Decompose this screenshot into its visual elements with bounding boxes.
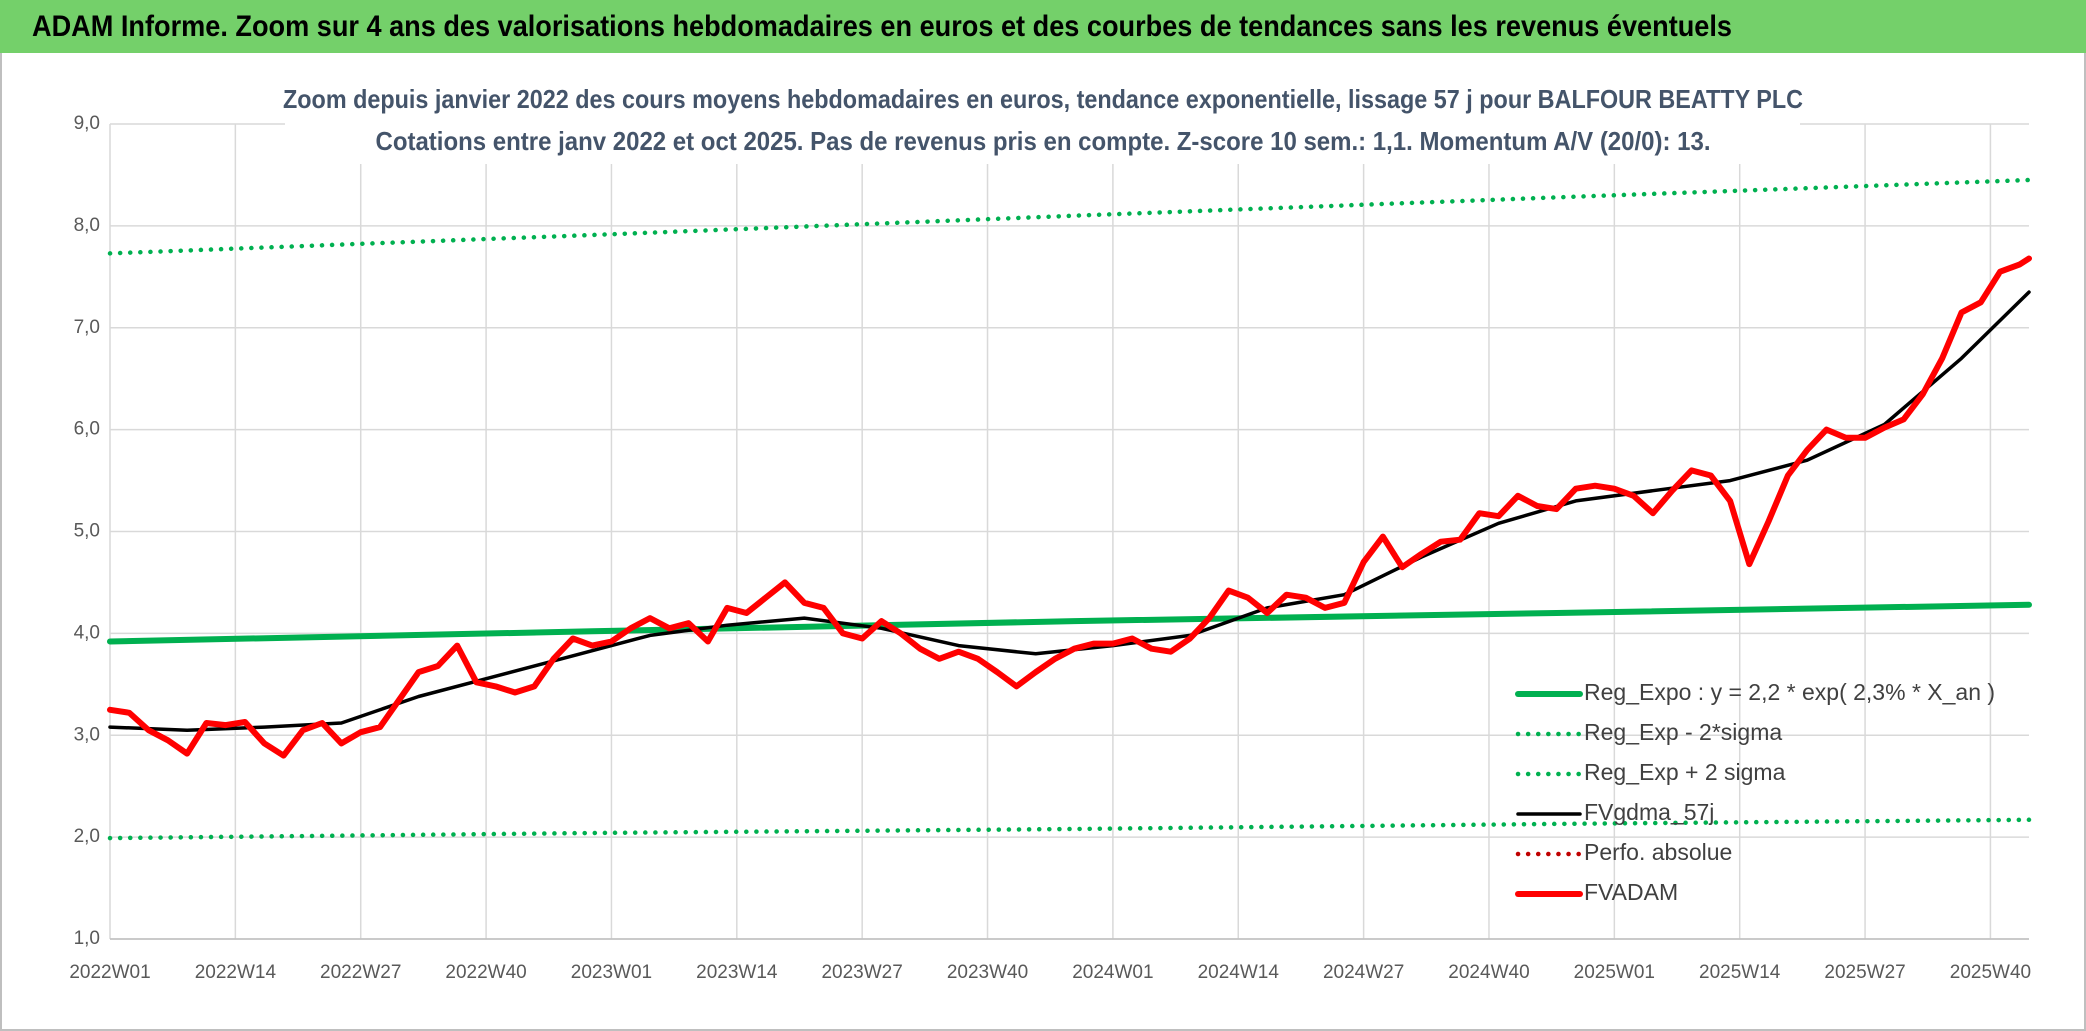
series-line (107, 601, 2032, 645)
chart-subtitle: Cotations entre janv 2022 et oct 2025. P… (376, 126, 1711, 156)
legend-label: FVgdma_57j (1584, 799, 1714, 825)
legend-label: Perfo. absolue (1584, 839, 1732, 865)
x-tick-label: 2023W14 (696, 962, 778, 983)
series-line (107, 255, 2032, 759)
x-tick-label: 2024W01 (1072, 962, 1153, 983)
chart-subtitle: Zoom depuis janvier 2022 des cours moyen… (283, 84, 1803, 114)
series-line (107, 177, 2032, 256)
y-tick-label: 3,0 (74, 724, 100, 745)
chart-title: ADAM Informe. Zoom sur 4 ans des valoris… (32, 10, 1732, 43)
x-tick-label: 2025W40 (1950, 962, 2031, 983)
y-tick-label: 8,0 (74, 215, 100, 236)
y-tick-label: 1,0 (74, 928, 100, 949)
x-tick-label: 2024W40 (1448, 962, 1529, 983)
legend-label: Reg_Exp - 2*sigma (1584, 719, 1782, 745)
y-tick-label: 2,0 (74, 826, 100, 847)
x-tick-label: 2024W27 (1323, 962, 1404, 983)
x-tick-label: 2025W27 (1824, 962, 1905, 983)
x-tick-label: 2022W40 (445, 962, 526, 983)
x-tick-label: 2023W40 (947, 962, 1028, 983)
x-tick-label: 2024W14 (1198, 962, 1280, 983)
x-tick-label: 2025W01 (1574, 962, 1655, 983)
y-tick-label: 6,0 (74, 419, 100, 440)
y-tick-label: 4,0 (74, 622, 100, 643)
plot-area: 1,0 2,0 3,0 4,0 5,0 6,0 7,0 8,0 9,0 2022W01 2022W1… (69, 113, 2032, 983)
y-tick-label: 5,0 (74, 521, 100, 542)
title-bar (0, 0, 2086, 53)
legend-label: FVADAM (1584, 879, 1678, 905)
x-tick-label: 2023W27 (821, 962, 902, 983)
legend-label: Reg_Expo : y = 2,2 * exp( 2,3% * X_an ) (1584, 679, 1995, 705)
subtitle-backdrop (285, 82, 1800, 164)
legend-label: Reg_Exp + 2 sigma (1584, 759, 1786, 785)
x-tick-label: 2022W14 (195, 962, 277, 983)
series-line (107, 817, 2032, 841)
x-tick-label: 2025W14 (1699, 962, 1781, 983)
y-tick-label: 9,0 (74, 113, 100, 134)
x-tick-label: 2023W01 (571, 962, 652, 983)
x-tick-label: 2022W01 (69, 962, 150, 983)
x-tick-label: 2022W27 (320, 962, 401, 983)
y-tick-label: 7,0 (74, 317, 100, 338)
